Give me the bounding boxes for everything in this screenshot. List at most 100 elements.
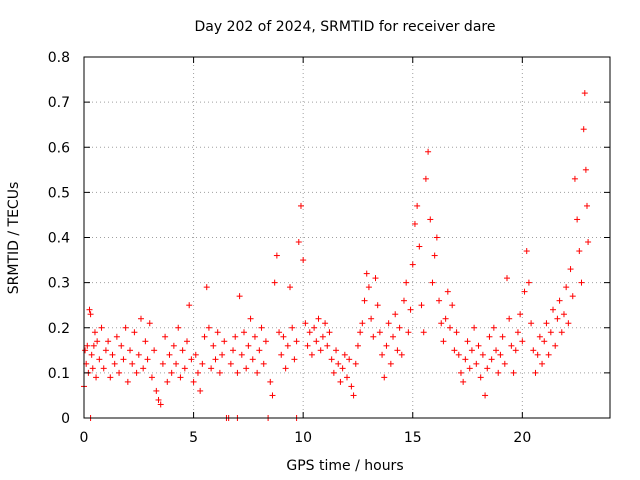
data-point <box>580 126 587 133</box>
data-point <box>324 342 331 349</box>
data-point <box>317 347 324 354</box>
data-point <box>574 216 581 223</box>
data-point <box>583 202 590 209</box>
data-point <box>506 315 513 322</box>
data-point <box>201 333 208 340</box>
data-point <box>93 374 100 381</box>
data-point <box>363 270 370 277</box>
x-tick-label: 15 <box>404 430 422 446</box>
data-point <box>330 369 337 376</box>
data-point <box>475 342 482 349</box>
data-point <box>120 356 127 363</box>
data-point <box>262 338 269 345</box>
data-points <box>81 90 592 421</box>
data-point <box>532 369 539 376</box>
data-point <box>539 360 546 367</box>
data-point <box>243 365 250 372</box>
data-point <box>436 297 443 304</box>
data-point <box>212 356 219 363</box>
data-point <box>569 293 576 300</box>
x-tick-label: 20 <box>513 430 531 446</box>
data-point <box>534 351 541 358</box>
data-point <box>181 365 188 372</box>
data-point <box>512 347 519 354</box>
data-point <box>186 302 193 309</box>
data-point <box>442 315 449 322</box>
data-point <box>116 369 123 376</box>
data-point <box>210 342 217 349</box>
data-point <box>90 342 97 349</box>
data-point <box>420 329 427 336</box>
data-point <box>427 216 434 223</box>
data-point <box>490 324 497 331</box>
data-point <box>567 266 574 273</box>
data-point <box>276 329 283 336</box>
data-point <box>541 338 548 345</box>
data-point <box>416 243 423 250</box>
data-point <box>146 320 153 327</box>
data-point <box>159 360 166 367</box>
data-point <box>315 315 322 322</box>
data-point <box>396 324 403 331</box>
data-point <box>471 324 478 331</box>
data-point <box>304 342 311 349</box>
data-point <box>565 320 572 327</box>
data-point <box>464 338 471 345</box>
data-point <box>302 320 309 327</box>
data-point <box>94 338 101 345</box>
data-point <box>177 374 184 381</box>
data-point <box>357 329 364 336</box>
axis-ticks <box>83 56 610 419</box>
data-point <box>556 297 563 304</box>
data-point <box>203 284 210 291</box>
data-point <box>269 392 276 399</box>
data-point <box>129 360 136 367</box>
data-point <box>521 288 528 295</box>
data-point <box>545 351 552 358</box>
y-tick-label: 0.5 <box>48 185 70 201</box>
data-point <box>482 392 489 399</box>
data-point <box>319 333 326 340</box>
data-point <box>151 347 158 354</box>
y-tick-label: 0.3 <box>48 276 70 292</box>
data-point <box>137 315 144 322</box>
data-point <box>503 275 510 282</box>
data-point <box>453 329 460 336</box>
data-point <box>352 360 359 367</box>
data-point <box>462 356 469 363</box>
data-point <box>552 342 559 349</box>
y-tick-label: 0.4 <box>48 231 70 247</box>
data-point <box>238 351 245 358</box>
data-point <box>140 365 147 372</box>
data-point <box>477 374 484 381</box>
data-point <box>582 166 589 173</box>
data-point <box>260 360 267 367</box>
data-point <box>409 261 416 268</box>
data-point <box>429 279 436 286</box>
data-point <box>387 360 394 367</box>
data-point <box>337 378 344 385</box>
x-axis-title: GPS time / hours <box>286 458 403 474</box>
data-point <box>142 338 149 345</box>
data-point <box>468 347 475 354</box>
data-point <box>109 351 116 358</box>
data-point <box>247 315 254 322</box>
data-point <box>501 360 508 367</box>
data-point <box>258 324 265 331</box>
data-point <box>113 333 120 340</box>
data-point <box>376 329 383 336</box>
data-point <box>328 356 335 363</box>
data-point <box>438 320 445 327</box>
data-point <box>411 220 418 227</box>
data-point <box>554 315 561 322</box>
data-point <box>308 351 315 358</box>
data-point <box>547 329 554 336</box>
data-point <box>365 284 372 291</box>
data-point <box>333 347 340 354</box>
data-point <box>425 148 432 155</box>
data-point <box>383 342 390 349</box>
data-point <box>96 356 103 363</box>
data-point <box>118 342 125 349</box>
data-point <box>517 311 524 318</box>
data-point <box>339 365 346 372</box>
